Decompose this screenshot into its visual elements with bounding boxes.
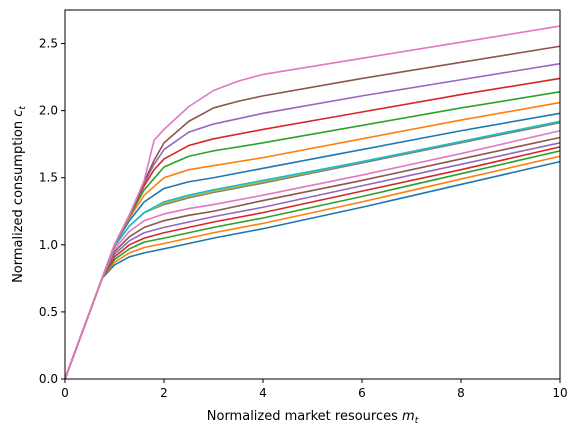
- x-tick-label: 4: [259, 386, 267, 400]
- y-tick-label: 0.5: [39, 305, 58, 319]
- series-layer: [64, 25, 561, 380]
- ticks-layer: 0 2 4 6 8 10 0.0 0.5 1.0 1.5 2.0 2.5: [39, 37, 568, 400]
- y-tick-label: 2.0: [39, 104, 58, 118]
- series-line-4: [64, 146, 561, 380]
- series-line-7: [64, 129, 561, 380]
- axes-frame: [64, 9, 561, 380]
- x-tick-label: 10: [552, 386, 567, 400]
- x-tick-label: 0: [61, 386, 69, 400]
- series-line-5: [64, 142, 561, 380]
- y-tick-label: 1.5: [39, 171, 58, 185]
- x-axis-label: Normalized market resources mt: [207, 409, 419, 426]
- plot-area: [65, 10, 560, 379]
- y-axis-label: Normalized consumption ct: [11, 106, 28, 283]
- x-tick-label: 8: [457, 386, 465, 400]
- series-line-6: [64, 136, 561, 380]
- series-line-3: [64, 150, 561, 380]
- y-tick-label: 0.0: [39, 372, 58, 386]
- series-line-2: [64, 155, 561, 380]
- y-tick-label: 2.5: [39, 37, 58, 51]
- x-tick-label: 2: [160, 386, 168, 400]
- x-tick-label: 6: [358, 386, 366, 400]
- series-line-1: [64, 160, 561, 380]
- y-tick-label: 1.0: [39, 238, 58, 252]
- series-line-17: [64, 25, 561, 380]
